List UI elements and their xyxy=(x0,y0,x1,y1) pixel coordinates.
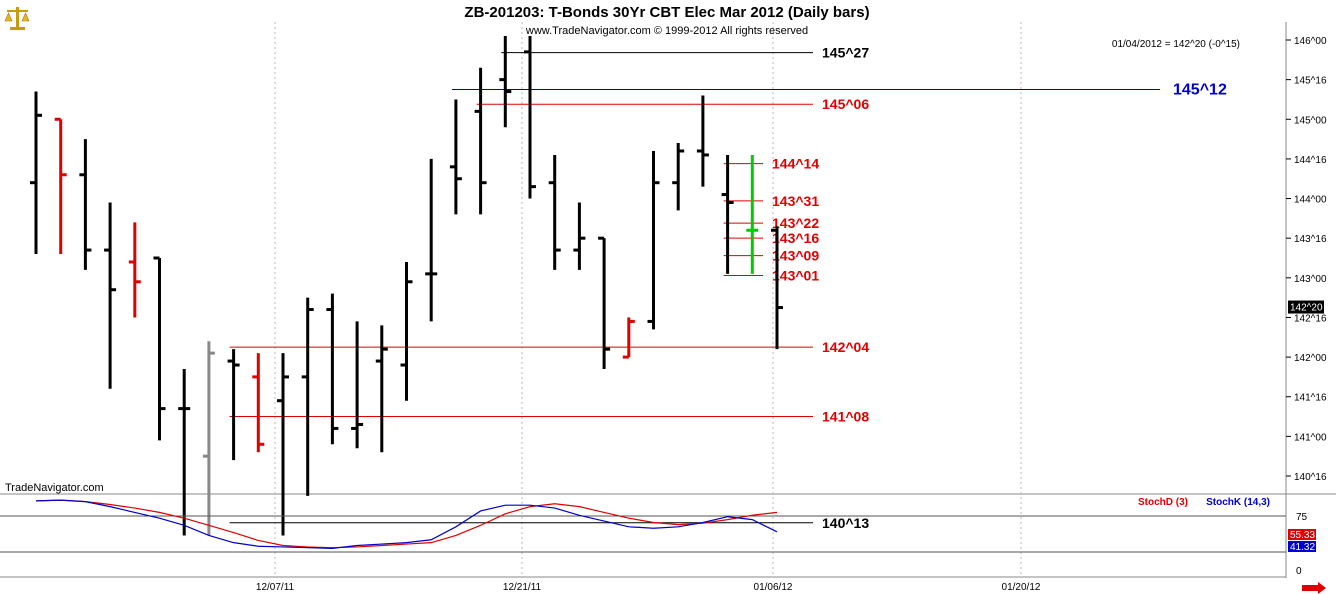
legend-entry: StochD (3) xyxy=(1138,497,1188,508)
ohlc-bar xyxy=(104,202,117,389)
ohlc-bar xyxy=(771,226,783,350)
ohlc-bar xyxy=(622,317,635,359)
level-label: 143^16 xyxy=(772,230,819,246)
stochastic-panel: 0 75 StochD (3) 55.33 StochK (14,3) 41.32 xyxy=(0,497,1316,577)
price-levels: 145^27145^12145^06144^14143^31143^22143^… xyxy=(229,45,1227,531)
ohlc-bar xyxy=(375,325,388,453)
x-tick-label: 12/21/11 xyxy=(503,582,542,593)
level-label: 141^08 xyxy=(822,409,869,425)
y-tick-label: 141^16 xyxy=(1294,393,1327,404)
ohlc-bar xyxy=(79,139,92,270)
last-price-marker: 142^20 xyxy=(1288,300,1324,314)
x-tick-label: 01/06/12 xyxy=(754,582,793,593)
level-label: 145^27 xyxy=(822,45,869,61)
last-price-label: 142^20 xyxy=(1290,303,1323,314)
chart-subtitle: www.TradeNavigator.com © 1999-2012 All r… xyxy=(525,25,808,37)
right-arrow-icon[interactable] xyxy=(1302,582,1326,594)
ohlc-bar xyxy=(30,91,42,255)
ohlc-bar xyxy=(598,236,611,369)
legend-entry: StochK (14,3) xyxy=(1206,497,1270,508)
ohlc-bar xyxy=(524,36,536,199)
ohlc-bar xyxy=(351,321,364,449)
level-label: 144^14 xyxy=(772,156,819,172)
ohlc-bar xyxy=(474,67,487,215)
ohlc-bar xyxy=(54,117,67,255)
y-tick-label: 141^00 xyxy=(1294,432,1327,443)
stoch-last-value-label: 41.32 xyxy=(1290,542,1315,553)
ohlc-bar xyxy=(449,99,462,215)
y-tick-label: 140^16 xyxy=(1294,472,1327,483)
stoch-series-line xyxy=(35,499,778,549)
level-label: 143^22 xyxy=(772,215,819,231)
level-label: 143^31 xyxy=(772,193,819,209)
ohlc-bar xyxy=(548,154,561,270)
ohlc-bar xyxy=(499,36,512,128)
y-tick-label: 144^16 xyxy=(1294,155,1327,166)
axes: 12/07/11 12/21/11 01/06/12 01/20/12 140^16 14… xyxy=(256,36,1327,593)
y-tick-label: 146^00 xyxy=(1294,36,1327,47)
y-tick-label: 143^16 xyxy=(1294,234,1327,245)
stoch-series-line xyxy=(35,499,778,550)
ohlc-bar xyxy=(301,297,314,496)
stoch-y-tick-label: 75 xyxy=(1296,512,1308,523)
level-label: 145^06 xyxy=(822,96,869,112)
gold-scale-icon[interactable] xyxy=(4,3,30,31)
y-tick-label: 143^00 xyxy=(1294,274,1327,285)
level-label: 143^09 xyxy=(772,248,819,264)
ohlc-bars xyxy=(30,36,783,536)
ohlc-bar xyxy=(746,154,759,274)
ohlc-bar xyxy=(425,158,438,322)
ohlc-bar xyxy=(696,95,709,187)
stoch-last-value-label: 55.33 xyxy=(1290,530,1315,541)
watermark: TradeNavigator.com xyxy=(5,482,104,494)
ohlc-bar xyxy=(573,202,586,270)
level-label: 142^04 xyxy=(822,339,869,355)
ohlc-bar xyxy=(153,256,166,441)
x-tick-label: 01/20/12 xyxy=(1002,582,1041,593)
x-tick-label: 12/07/11 xyxy=(256,582,295,593)
y-tick-label: 145^16 xyxy=(1294,76,1327,87)
ohlc-bar xyxy=(672,143,685,211)
y-tick-label: 142^00 xyxy=(1294,353,1327,364)
level-label: 143^01 xyxy=(772,267,819,283)
chart-title: ZB-201203: T-Bonds 30Yr CBT Elec Mar 201… xyxy=(464,4,869,21)
stoch-y-tick-label: 0 xyxy=(1296,566,1302,577)
y-tick-label: 142^16 xyxy=(1294,313,1327,324)
ohlc-bar xyxy=(252,353,265,453)
stoch-last-value: 41.32 xyxy=(1288,541,1316,553)
y-tick-label: 144^00 xyxy=(1294,195,1327,206)
y-tick-label: 145^00 xyxy=(1294,115,1327,126)
ohlc-bar xyxy=(647,150,660,330)
ohlc-bar xyxy=(202,341,215,536)
ohlc-bar xyxy=(277,353,289,536)
level-label: 145^12 xyxy=(1173,82,1227,99)
ohlc-bar xyxy=(400,261,413,401)
level-label: 140^13 xyxy=(822,515,869,531)
stoch-last-value: 55.33 xyxy=(1288,529,1316,541)
ohlc-bar xyxy=(326,293,339,445)
ohlc-bar xyxy=(227,349,240,461)
price-info: 01/04/2012 = 142^20 (-0^15) xyxy=(1112,39,1240,50)
ohlc-bar xyxy=(721,154,734,274)
ohlc-bar xyxy=(128,222,141,318)
ohlc-bar xyxy=(178,368,191,536)
